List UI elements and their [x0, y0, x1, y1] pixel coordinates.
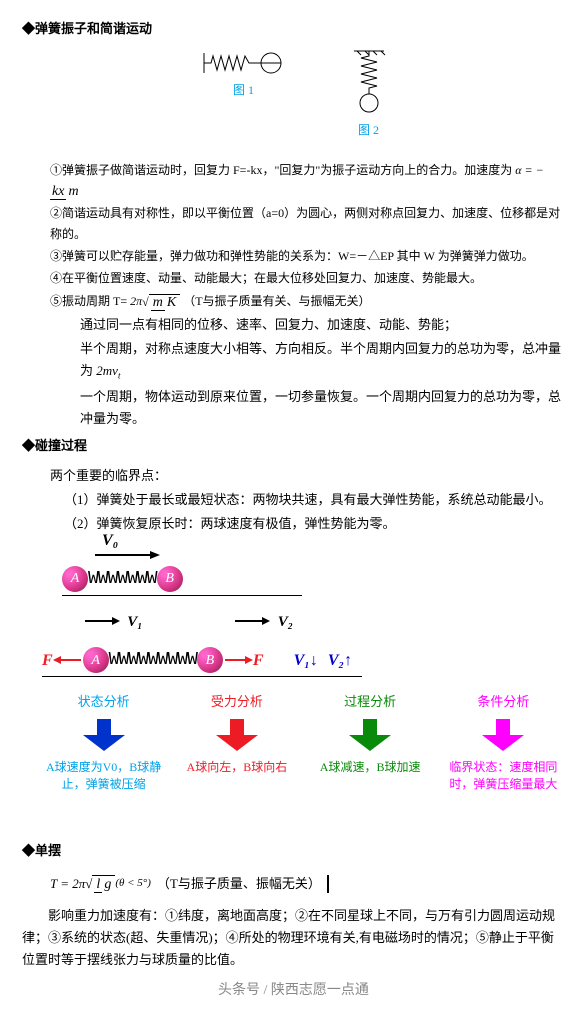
col-force: 受力分析 A球向左，B球向右 [177, 691, 297, 776]
s1-l2: ②简谐运动具有对称性，即以平衡位置（a=0）为圆心，两侧对称点回复力、加速度、位… [50, 203, 565, 244]
s1-sub3: 一个周期，物体运动到原来位置，一切参量恢复。一个周期内回复力的总功为零，总冲量为… [80, 386, 565, 430]
spring-top: WWWWWWW [88, 564, 157, 595]
force-arrow-icon [216, 719, 258, 751]
peq-note: （T与振子质量、振幅无关） [157, 873, 321, 895]
peq-den: g [102, 877, 113, 892]
s1-l1-text: ①弹簧振子做简谐运动时，回复力 F=-kx，"回复力"为振子运动方向上的合力。加… [50, 163, 512, 177]
v0-label: V₀ [102, 527, 565, 554]
force-text: A球向左，B球向右 [177, 759, 297, 776]
section2-title: 碰撞过程 [22, 435, 565, 457]
ball-A-bot: A [83, 647, 109, 673]
state-text: A球速度为V0，B球静止，弹簧被压缩 [44, 759, 164, 793]
fig1-svg [199, 48, 289, 78]
s1-l5: ⑤振动周期 T= 2π mK （T与振子质量有关、与振幅无关） [50, 291, 565, 312]
section1-title: 弹簧振子和简谐运动 [22, 18, 565, 40]
fig2-svg [349, 48, 389, 118]
root-num: m [151, 295, 165, 311]
state-label: 状态分析 [44, 691, 164, 713]
v2-group: V₂ [232, 610, 292, 636]
frac-den: m [66, 184, 80, 199]
period-eq: 2π mK [130, 294, 183, 308]
fig2-caption: 图 2 [358, 120, 379, 140]
period-pre: 2π [130, 294, 142, 308]
s1-sub1: 通过同一点有相同的位移、速率、回复力、加速度、动能、势能； [80, 314, 565, 336]
col-state: 状态分析 A球速度为V0，B球静止，弹簧被压缩 [44, 691, 164, 793]
root-den: K [165, 295, 178, 310]
pendulum-eq: T = 2π lg (θ < 5°) （T与振子质量、振幅无关） [50, 873, 565, 895]
figure-1: 图 1 [199, 48, 289, 140]
s1-sub2b: 2mv [96, 363, 118, 378]
col-process: 过程分析 A球减速，B球加速 [310, 691, 430, 776]
v2-label: V₂ [278, 614, 293, 630]
watermark: 头条号 / 陕西志愿一点通 [22, 979, 565, 1003]
collision-diagram: V₀ A WWWWWWW B V₁ V₂ F A WWWWWWWWW B F V… [42, 545, 565, 793]
process-label: 过程分析 [310, 691, 430, 713]
v0-arrow [90, 545, 160, 561]
s3-para: 影响重力加速度有：①纬度，离地面高度；②在不同星球上不同，与万有引力圆周运动规律… [22, 905, 565, 971]
s1-sub2c: t [118, 371, 121, 381]
process-arrow-icon [349, 719, 391, 751]
figure-row: 图 1 图 2 [22, 48, 565, 140]
accel-sgn: α = − [515, 163, 544, 177]
s1-l5b: （T与振子质量有关、与振幅无关） [183, 294, 370, 308]
v1-down: V₁↓ [294, 647, 318, 674]
s2-intro: 两个重要的临界点： [50, 465, 565, 487]
peq-cond: (θ < 5°) [115, 874, 151, 893]
fig1-caption: 图 1 [233, 80, 254, 100]
v1-label: V₁ [127, 614, 142, 630]
v1-group: V₁ [82, 610, 142, 636]
s1-sub2a: 半个周期，对称点速度大小相等、方向相反。半个周期内回复力的总功为零，总冲量为 [80, 341, 561, 378]
frac-num: kx [50, 184, 66, 200]
force-right: F [223, 647, 264, 674]
analysis-row: 状态分析 A球速度为V0，B球静止，弹簧被压缩 受力分析 A球向左，B球向右 过… [42, 691, 565, 793]
F-left: F [42, 647, 53, 674]
v2-up: V₂↑ [328, 647, 352, 674]
section1-body: ①弹簧振子做简谐运动时，回复力 F=-kx，"回复力"为振子运动方向上的合力。加… [50, 160, 565, 430]
s1-l5a: ⑤振动周期 T= [50, 294, 127, 308]
ball-B-top: B [157, 566, 183, 592]
col-cond: 条件分析 临界状态：速度相同时，弹簧压缩量最大 [443, 691, 563, 793]
state-arrow-icon [83, 719, 125, 751]
ball-A-top: A [62, 566, 88, 592]
cond-arrow-icon [482, 719, 524, 751]
peq-pre: T = 2π [50, 873, 85, 895]
F-right: F [253, 647, 264, 674]
ball-B-bot: B [197, 647, 223, 673]
force-left: F [42, 647, 83, 674]
section3-title: 单摆 [22, 840, 565, 862]
process-text: A球减速，B球加速 [310, 759, 430, 776]
spring-bot: WWWWWWWWW [109, 645, 197, 676]
figure-2: 图 2 [349, 48, 389, 140]
cond-text: 临界状态：速度相同时，弹簧压缩量最大 [443, 759, 563, 793]
section2-body: 两个重要的临界点： （1）弹簧处于最长或最短状态：两物块共速，具有最大弹性势能，… [50, 465, 565, 535]
s1-l4: ④在平衡位置速度、动量、动能最大；在最大位移处回复力、加速度、势能最大。 [50, 268, 565, 288]
s2-i1: （1）弹簧处于最长或最短状态：两物块共速，具有最大弹性势能，系统总动能最小。 [64, 489, 565, 511]
s1-l1: ①弹簧振子做简谐运动时，回复力 F=-kx，"回复力"为振子运动方向上的合力。加… [50, 160, 565, 201]
cond-label: 条件分析 [443, 691, 563, 713]
s1-l3: ③弹簧可以贮存能量，弹力做功和弹性势能的关系为：W=－△EP 其中 W 为弹簧弹… [50, 246, 565, 266]
force-label: 受力分析 [177, 691, 297, 713]
s1-sub2: 半个周期，对称点速度大小相等、方向相反。半个周期内回复力的总功为零，总冲量为 2… [80, 338, 565, 384]
